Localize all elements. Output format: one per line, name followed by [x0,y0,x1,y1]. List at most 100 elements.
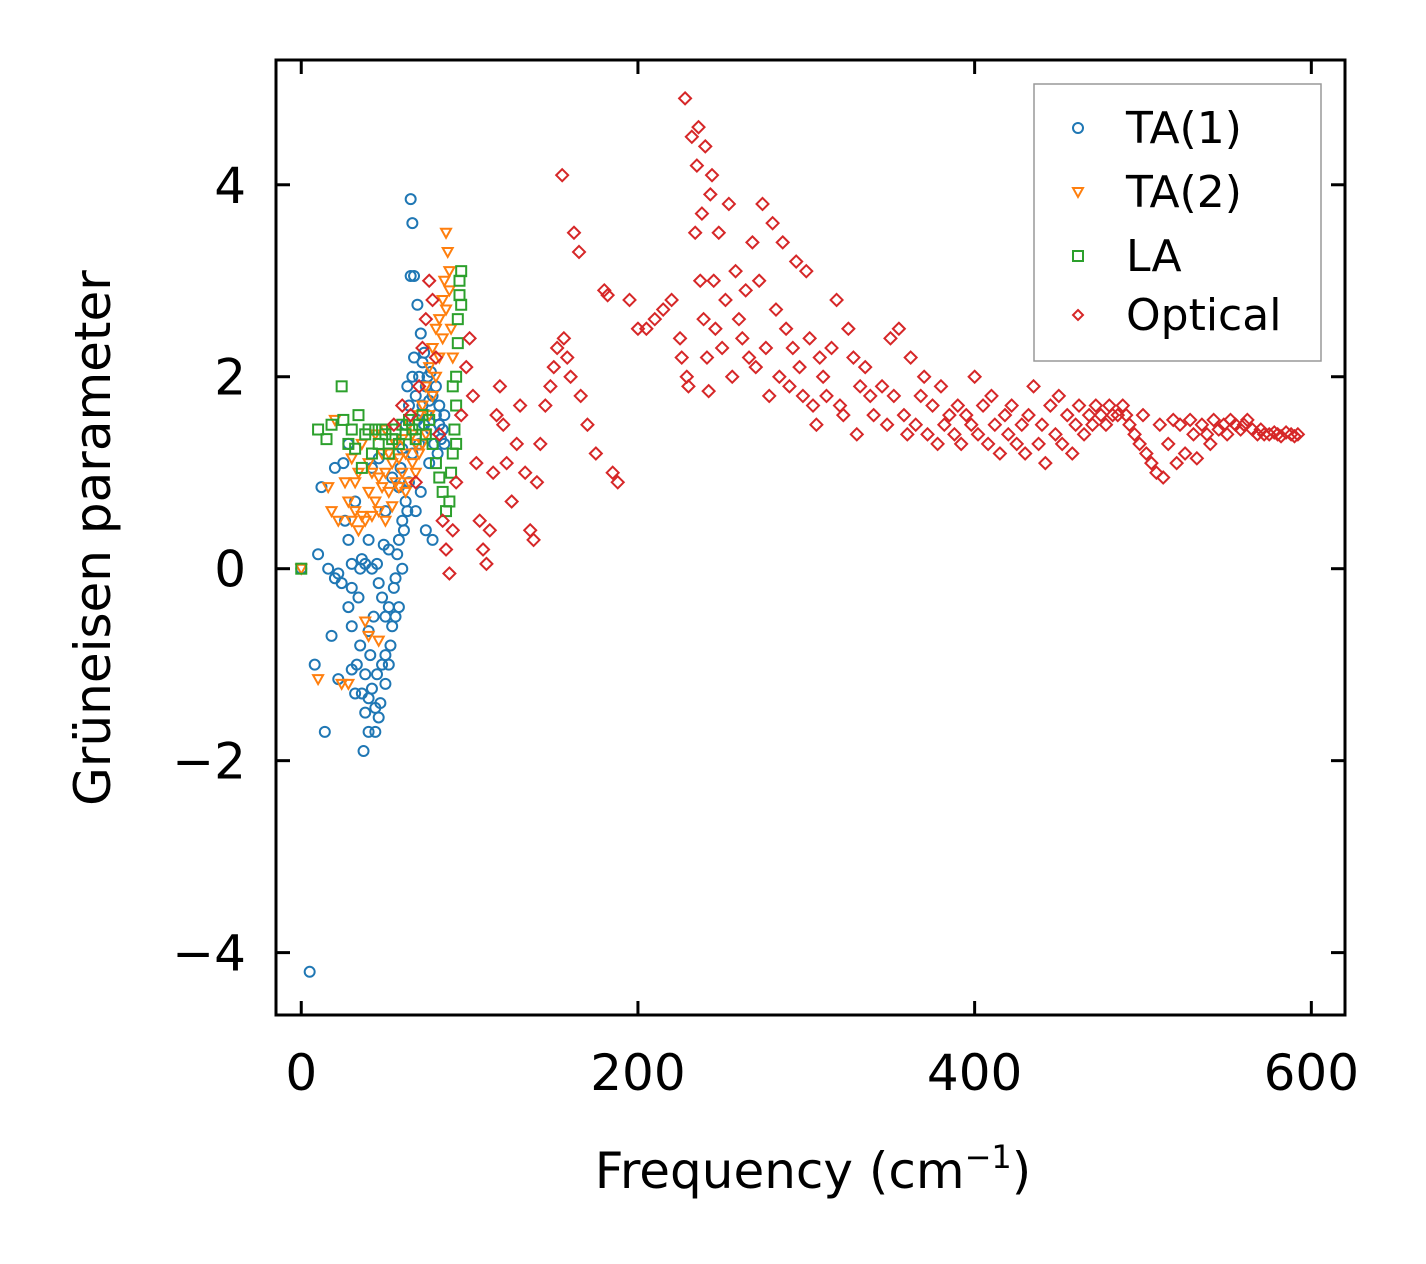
data-point [559,350,575,365]
data-point [1253,422,1269,437]
data-point [689,158,705,173]
data-point [371,472,386,485]
data-point [681,378,696,394]
data-point [431,426,447,442]
data-point [342,601,355,614]
data-point [446,352,460,365]
data-point [382,658,395,671]
data-point [355,461,368,474]
data-point [412,448,426,461]
data-point [792,359,807,375]
data-point [479,556,494,572]
x-tick-label: 600 [1264,1044,1359,1102]
data-point [941,407,957,423]
data-point [655,302,671,317]
data-point [414,485,427,498]
data-point [542,378,558,394]
data-point [913,388,929,404]
data-point [361,630,376,643]
data-point [1143,455,1159,471]
data-point [610,474,626,490]
data-point [1152,417,1168,433]
data-point [495,417,511,433]
data-point [573,388,589,404]
data-point [415,400,430,413]
data-point [409,505,422,518]
data-point [1000,426,1016,442]
data-point [429,323,443,336]
data-point [397,524,410,537]
data-point [362,423,375,436]
data-point [758,340,774,356]
data-point [348,477,362,490]
data-point [295,562,308,575]
data-point [588,446,604,461]
data-point [444,323,458,336]
data-point [600,287,616,303]
data-point [437,275,452,288]
data-point [425,342,440,355]
data-point [492,378,508,394]
data-point [691,119,706,135]
y-tick-label: −2 [172,733,246,791]
data-point [1017,446,1033,461]
data-point [405,458,420,471]
data-point [1270,426,1286,442]
data-point [371,668,384,681]
data-point [365,510,379,523]
data-point [1048,426,1063,442]
data-point [808,417,824,433]
data-point [1021,407,1036,423]
tick-layer: 0 200 400 600 −4 −2 0 2 4 [172,60,1359,1102]
data-point [1165,412,1181,428]
data-point [857,359,873,375]
data-point [980,436,996,452]
data-point [504,494,520,509]
data-point [337,413,350,426]
data-point [398,448,413,461]
x-axis-label: Frequency (cm−1) [595,1138,1032,1200]
data-point [702,186,718,202]
x-tick-label: 0 [285,1044,317,1102]
legend-label-ta2: TA(2) [1125,167,1242,218]
data-point [1037,455,1053,471]
data-point [697,138,713,154]
data-point [392,453,406,466]
data-point [748,359,764,375]
series-optical [386,90,1306,581]
data-point [396,562,409,575]
data-point [1031,436,1047,452]
data-point [1098,417,1114,433]
data-point [1194,417,1210,433]
data-point [374,697,387,710]
data-point [846,350,861,365]
data-point [401,505,414,518]
data-point [925,398,940,413]
data-point [408,474,424,490]
data-point [751,273,767,289]
y-tick-label: 0 [214,541,246,599]
data-point [549,340,565,356]
data-point [448,423,461,436]
data-point [362,533,375,546]
data-point [378,515,393,528]
data-point [418,311,434,327]
data-point [455,265,468,278]
data-point [741,350,757,365]
data-point [692,273,708,289]
data-point [1239,412,1255,428]
legend-label-optical: Optical [1126,290,1281,341]
data-point [443,495,456,508]
data-point [435,333,450,346]
data-point [451,313,464,326]
data-point [734,330,750,346]
data-point [321,482,335,495]
data-point [415,340,430,356]
data-point [421,273,437,289]
data-point [422,362,436,375]
data-point [341,496,356,509]
data-point [947,426,962,442]
data-point [788,254,804,269]
data-point [352,591,365,604]
